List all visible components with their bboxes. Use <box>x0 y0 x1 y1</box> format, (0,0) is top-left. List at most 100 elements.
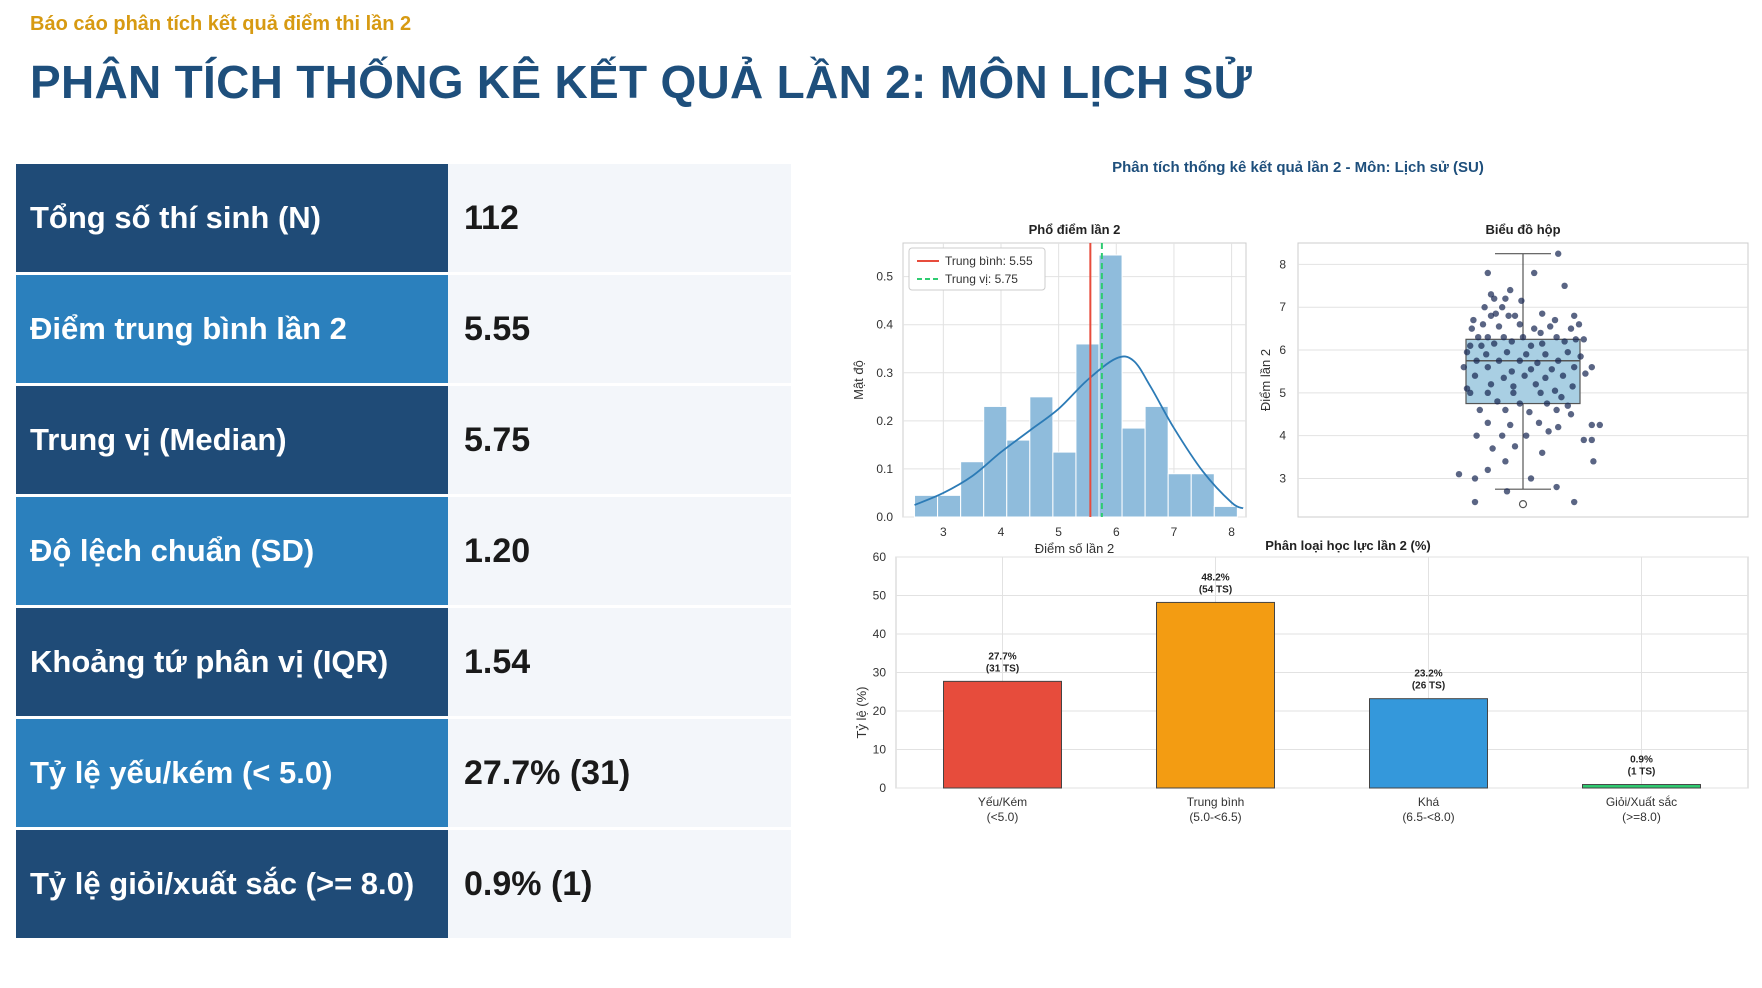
box-data-point <box>1511 312 1519 319</box>
box-data-point <box>1531 269 1538 277</box>
stat-value: 112 <box>448 164 791 272</box>
box-data-point <box>1484 333 1491 341</box>
box-data-point <box>1539 310 1546 317</box>
box-data-point <box>1532 381 1539 388</box>
category-xtick-name: Khá <box>1418 795 1440 809</box>
box-data-point <box>1547 323 1554 330</box>
box-data-point <box>1523 351 1530 358</box>
box-data-point <box>1487 381 1495 388</box>
box-data-point <box>1484 363 1491 371</box>
category-bar <box>943 680 1062 789</box>
category-bar-count-label: (1 TS) <box>1628 767 1656 778</box>
stat-label: Điểm trung bình lần 2 <box>16 275 448 383</box>
hist-ytick-label: 0.0 <box>876 510 893 524</box>
box-data-point <box>1475 333 1482 341</box>
hist-xtick-label: 6 <box>1113 525 1120 539</box>
box-data-point <box>1503 348 1511 356</box>
box-data-point <box>1580 336 1587 343</box>
category-xtick-range: (>=8.0) <box>1622 810 1661 824</box>
box-data-point <box>1516 357 1523 364</box>
box-data-point <box>1505 312 1512 319</box>
stat-label: Trung vị (Median) <box>16 386 448 494</box>
box-data-point <box>1489 445 1496 452</box>
statistics-figure: Phân tích thống kê kết quả lần 2 - Môn: … <box>851 160 1749 824</box>
box-data-point <box>1534 359 1541 367</box>
box-ytick-label: 3 <box>1279 471 1286 485</box>
box-data-point <box>1542 374 1549 382</box>
box-data-point <box>1588 363 1595 371</box>
box-data-point <box>1503 488 1511 495</box>
box-ytick-label: 8 <box>1279 257 1286 271</box>
hist-bar <box>1006 439 1031 518</box>
box-data-point <box>1471 372 1479 379</box>
hist-xtick-label: 3 <box>940 525 947 539</box>
hist-bar <box>1052 451 1077 518</box>
stat-label: Độ lệch chuẩn (SD) <box>16 497 448 605</box>
category-bar-pct-label: 48.2% <box>1201 572 1229 583</box>
box-data-point <box>1483 351 1490 358</box>
box-data-point <box>1463 348 1471 356</box>
box-data-point <box>1487 312 1495 319</box>
stat-row-iqr: Khoảng tứ phân vị (IQR) 1.54 <box>16 608 791 716</box>
box-data-point <box>1492 310 1499 317</box>
stat-row-weak: Tỷ lệ yếu/kém (< 5.0) 27.7% (31) <box>16 719 791 827</box>
stat-row-median: Trung vị (Median) 5.75 <box>16 386 791 494</box>
box-data-point <box>1542 351 1549 358</box>
box-data-point <box>1478 342 1485 349</box>
hist-xtick-label: 8 <box>1228 525 1235 539</box>
box-data-point <box>1467 342 1474 349</box>
box-data-point <box>1539 449 1546 456</box>
box-title: Biểu đồ hộp <box>1485 222 1560 237</box>
box-data-point <box>1481 304 1488 311</box>
box-data-point <box>1495 357 1503 364</box>
hist-legend <box>908 247 1046 291</box>
stat-value: 1.54 <box>448 608 791 716</box>
box-data-point <box>1537 389 1544 397</box>
box-data-point <box>1588 421 1595 429</box>
box-data-point <box>1567 325 1575 332</box>
hist-bar <box>1213 505 1238 518</box>
category-bar <box>1582 784 1701 789</box>
category-bar-count-label: (54 TS) <box>1199 584 1232 595</box>
stat-label: Tổng số thí sinh (N) <box>16 164 448 272</box>
category-ylabel: Tỷ lệ (%) <box>854 687 869 739</box>
box-data-point <box>1527 475 1535 482</box>
box-data-point <box>1537 329 1544 337</box>
stat-label: Tỷ lệ giỏi/xuất sắc (>= 8.0) <box>16 830 448 938</box>
hist-bar <box>1121 427 1146 518</box>
category-bar-count-label: (31 TS) <box>986 663 1019 674</box>
hist-ytick-label: 0.3 <box>876 366 893 380</box>
hist-ytick-label: 0.5 <box>876 270 893 284</box>
stat-value: 0.9% (1) <box>448 830 791 938</box>
box-ytick-label: 6 <box>1279 343 1286 357</box>
hist-bar <box>1098 254 1123 518</box>
hist-bar <box>937 494 962 518</box>
stat-value: 1.20 <box>448 497 791 605</box>
box-data-point <box>1531 325 1538 332</box>
hist-bar <box>983 405 1008 518</box>
box-data-point <box>1484 466 1491 474</box>
box-data-point <box>1561 338 1568 345</box>
box-data-point <box>1588 436 1595 444</box>
box-data-point <box>1473 357 1480 364</box>
report-kicker: Báo cáo phân tích kết quả điểm thi lần 2 <box>30 13 412 35</box>
box-data-point <box>1527 366 1535 373</box>
box-data-point <box>1580 436 1587 444</box>
box-data-point <box>1551 316 1559 324</box>
box-data-point <box>1539 340 1546 347</box>
stats-table: Tổng số thí sinh (N) 112 Điểm trung bình… <box>16 164 791 941</box>
box-data-point <box>1484 419 1491 427</box>
category-bar-pct-label: 27.7% <box>988 651 1016 662</box>
stat-label: Tỷ lệ yếu/kém (< 5.0) <box>16 719 448 827</box>
category-bar-count-label: (26 TS) <box>1412 681 1445 692</box>
stat-value: 5.55 <box>448 275 791 383</box>
box-data-point <box>1555 357 1562 364</box>
hist-bar <box>1167 473 1192 518</box>
category-title: Phân loại học lực lần 2 (%) <box>1265 538 1430 553</box>
box-data-point <box>1491 340 1498 347</box>
category-xtick-range: (<5.0) <box>987 810 1019 824</box>
hist-ylabel: Mật độ <box>851 360 866 400</box>
box-ylabel: Điểm lần 2 <box>1258 349 1273 411</box>
box-outlier <box>1518 500 1528 509</box>
figure-title: Phân tích thống kê kết quả lần 2 - Môn: … <box>1112 160 1484 176</box>
